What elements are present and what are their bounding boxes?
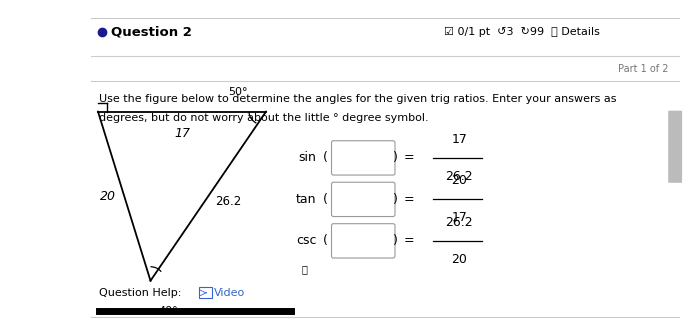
Text: ): ) — [393, 234, 398, 247]
FancyBboxPatch shape — [668, 111, 682, 183]
Text: (: ( — [323, 234, 328, 247]
Text: 20: 20 — [452, 253, 467, 266]
Text: 17: 17 — [452, 133, 467, 146]
Text: tan: tan — [296, 193, 316, 206]
FancyBboxPatch shape — [332, 224, 395, 258]
Text: 50°: 50° — [228, 87, 248, 97]
Text: sin: sin — [298, 152, 316, 164]
Text: 17: 17 — [174, 127, 190, 140]
Text: (: ( — [323, 193, 328, 206]
Text: 26.2: 26.2 — [215, 195, 242, 208]
Text: 26.2: 26.2 — [445, 170, 473, 183]
Text: ): ) — [393, 193, 398, 206]
Text: (: ( — [323, 152, 328, 164]
Text: Video: Video — [214, 288, 245, 298]
Text: 20: 20 — [452, 174, 467, 187]
Text: =: = — [404, 193, 414, 206]
Text: csc: csc — [296, 234, 316, 247]
Text: Use the figure below to determine the angles for the given trig ratios. Enter yo: Use the figure below to determine the an… — [99, 94, 617, 104]
Text: degrees, but do not worry about the little ° degree symbol.: degrees, but do not worry about the litt… — [99, 113, 429, 123]
FancyBboxPatch shape — [332, 182, 395, 217]
Text: =: = — [404, 152, 414, 164]
Text: ): ) — [393, 152, 398, 164]
Text: =: = — [404, 234, 414, 247]
Text: ☑ 0/1 pt  ↺3  ↻99  ⓘ Details: ☑ 0/1 pt ↺3 ↻99 ⓘ Details — [444, 27, 601, 37]
FancyBboxPatch shape — [332, 141, 395, 175]
Text: 40°: 40° — [159, 306, 178, 316]
Text: 20: 20 — [100, 190, 116, 203]
FancyBboxPatch shape — [199, 287, 213, 298]
Text: 17: 17 — [452, 211, 467, 224]
Text: Part 1 of 2: Part 1 of 2 — [618, 63, 668, 74]
Text: 🔍: 🔍 — [302, 264, 307, 275]
Text: 26.2: 26.2 — [445, 216, 473, 229]
Text: Question 2: Question 2 — [111, 26, 192, 38]
Text: Question Help:: Question Help: — [99, 288, 182, 298]
